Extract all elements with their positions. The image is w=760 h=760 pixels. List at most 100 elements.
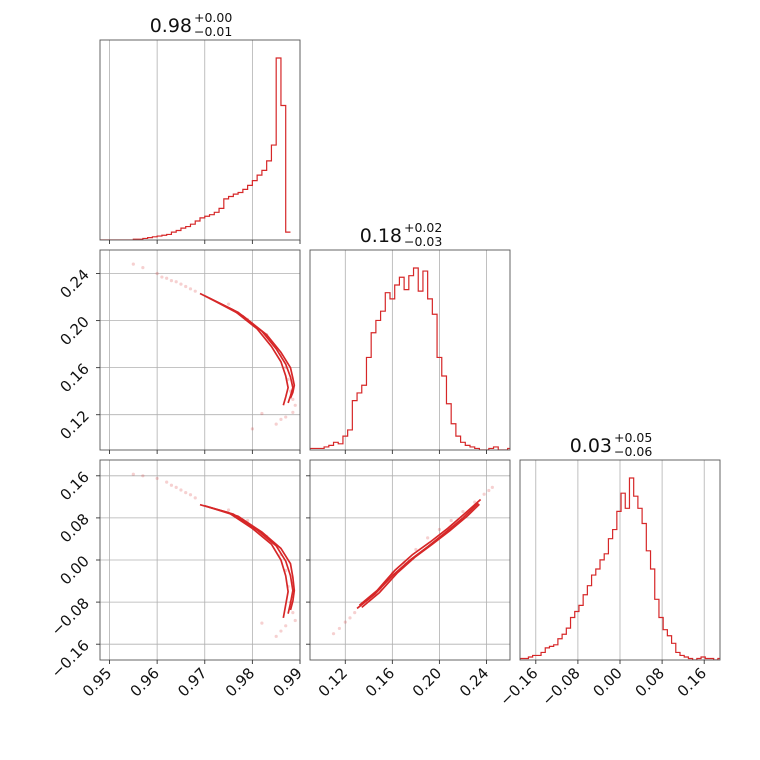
scatter-point	[193, 289, 197, 293]
scatter-point	[461, 509, 465, 514]
x-tick-label: −0.08	[538, 664, 583, 709]
scatter-point	[260, 621, 264, 625]
density-panel-1: 0.95 0.96 0.97 0.98 0.99 −0.16−0.08 0.00 0.08 0.…	[48, 459, 306, 700]
scatter-point	[131, 262, 135, 266]
param-title: 0.03 +0.05−0.06	[570, 430, 653, 459]
scatter-point	[490, 485, 494, 489]
y-tick-label: 0.16	[56, 468, 92, 504]
x-tick-label: 0.97	[174, 664, 210, 700]
x-tick-label: 0.08	[632, 664, 668, 700]
scatter-point	[179, 488, 183, 492]
histogram-panel-2: −0.16−0.08 0.00 0.08 0.16 0.03 +0.05−0.06	[496, 430, 721, 709]
scatter-point	[141, 474, 145, 478]
title-upper-error: +0.00	[194, 10, 232, 25]
scatter-point	[165, 480, 169, 484]
y-tick-label: 0.00	[56, 552, 92, 588]
y-tick-label: 0.20	[56, 313, 92, 349]
x-tick-label: −0.16	[496, 664, 541, 709]
panel-frame	[99, 249, 301, 451]
scatter-point	[260, 411, 264, 416]
scatter-point	[353, 611, 357, 615]
title-median: 0.18	[360, 225, 402, 247]
title-median: 0.98	[150, 15, 192, 37]
scatter-point	[160, 275, 164, 279]
scatter-point	[131, 472, 135, 476]
scatter-point	[293, 403, 297, 407]
x-tick-label: 0.00	[589, 664, 625, 700]
scatter-point	[343, 620, 347, 624]
scatter-point	[449, 518, 453, 523]
y-tick-label: 0.12	[56, 407, 92, 443]
scatter-point	[293, 618, 297, 623]
scatter-point	[274, 634, 278, 638]
x-tick-label: 0.95	[79, 664, 115, 700]
x-tick-label: 0.20	[409, 664, 445, 700]
scatter-point	[348, 616, 352, 620]
scatter-point	[291, 397, 295, 402]
scatter-point	[179, 282, 183, 286]
scatter-point	[487, 488, 491, 493]
scatter-point	[169, 483, 174, 487]
scatter-point	[250, 427, 254, 431]
scatter-point	[184, 284, 188, 289]
y-tick-label: 0.16	[56, 360, 92, 396]
title-lower-error: −0.06	[614, 444, 652, 459]
x-tick-label: 0.98	[222, 664, 258, 700]
histogram-panel-0: 0.98 +0.00−0.01	[99, 10, 301, 244]
scatter-point	[291, 410, 295, 414]
scatter-point	[414, 547, 418, 552]
density-panel-0: 0.12 0.16 0.20 0.24	[56, 249, 301, 454]
x-tick-label: 0.99	[269, 664, 305, 700]
scatter-point	[141, 266, 145, 270]
scatter-point	[193, 496, 197, 500]
scatter-point	[188, 287, 193, 291]
scatter-point	[482, 492, 486, 496]
title-upper-error: +0.05	[614, 430, 652, 445]
contour-line	[204, 504, 294, 614]
contour-line	[209, 297, 296, 399]
scatter-point	[184, 491, 188, 495]
scatter-point	[337, 626, 342, 631]
scatter-point	[274, 422, 278, 426]
scatter-point	[291, 611, 295, 615]
scatter-point	[174, 485, 178, 489]
title-median: 0.03	[570, 435, 612, 457]
scatter-point	[331, 632, 336, 636]
x-tick-label: 0.24	[456, 664, 492, 700]
contour-line	[209, 506, 296, 611]
title-lower-error: −0.03	[404, 234, 442, 249]
x-tick-label: 0.12	[315, 664, 351, 700]
param-title: 0.18 +0.02−0.03	[360, 220, 443, 249]
histogram-line	[100, 57, 291, 240]
title-lower-error: −0.01	[194, 24, 232, 39]
scatter-point	[226, 508, 231, 512]
scatter-point	[437, 527, 442, 532]
y-tick-label: 0.24	[56, 266, 92, 302]
param-title: 0.98 +0.00−0.01	[150, 10, 233, 39]
scatter-point	[284, 624, 288, 628]
histogram-line	[310, 267, 510, 450]
panel-frame	[99, 39, 301, 241]
scatter-point	[165, 276, 169, 280]
scatter-point	[174, 280, 178, 284]
contour-line	[199, 292, 289, 406]
histogram-panel-1: 0.18 +0.02−0.03	[309, 220, 511, 454]
density-panel-2: 0.12 0.16 0.20 0.24	[306, 459, 511, 700]
scatter-point	[155, 271, 159, 276]
x-tick-label: 0.16	[674, 664, 710, 700]
y-tick-label: −0.16	[48, 636, 93, 681]
contour-line	[361, 503, 481, 609]
y-tick-label: 0.08	[56, 510, 92, 546]
histogram-line	[520, 477, 720, 660]
scatter-point	[155, 476, 159, 481]
scatter-point	[284, 415, 288, 419]
scatter-point	[279, 417, 283, 422]
scatter-point	[279, 629, 283, 633]
scatter-point	[169, 278, 174, 283]
contour-line	[358, 498, 482, 606]
scatter-point	[426, 536, 430, 540]
y-tick-label: −0.08	[48, 594, 93, 639]
scatter-point	[226, 302, 231, 306]
x-tick-label: 0.96	[127, 664, 163, 700]
